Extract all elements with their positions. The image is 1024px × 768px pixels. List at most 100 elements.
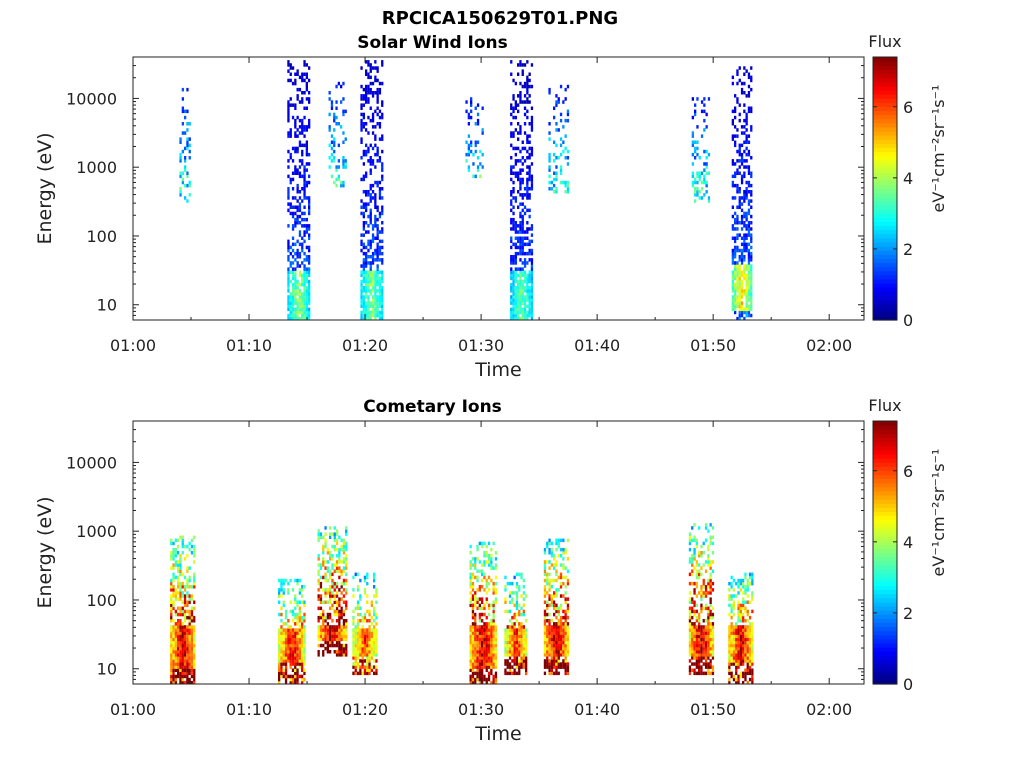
heatmap-cell [693, 523, 696, 527]
heatmap-cell [289, 313, 292, 318]
heatmap-cell [698, 631, 701, 635]
heatmap-cell [512, 78, 515, 83]
heatmap-cell [317, 538, 320, 543]
heatmap-cell [303, 650, 306, 654]
heatmap-cell [340, 634, 343, 638]
heatmap-cell [523, 100, 527, 104]
heatmap-cell [709, 600, 712, 604]
heatmap-cell [564, 640, 567, 645]
heatmap-cell [330, 100, 334, 104]
heatmap-cell [515, 637, 519, 642]
heatmap-cell [731, 270, 734, 274]
heatmap-cell [738, 248, 741, 253]
heatmap-cell [352, 631, 355, 635]
heatmap-cell [362, 122, 365, 126]
heatmap-cell [282, 588, 285, 592]
heatmap-cell [743, 193, 746, 197]
heatmap-cell [738, 171, 741, 175]
heatmap-cell [548, 159, 551, 163]
heatmap-cell [337, 165, 340, 169]
colorbar-step [873, 614, 897, 619]
heatmap-cell [548, 625, 551, 629]
heatmap-cell [363, 588, 367, 592]
heatmap-cell [476, 165, 480, 169]
heatmap-cell [296, 87, 299, 92]
heatmap-cell [494, 659, 498, 663]
heatmap-cell [371, 298, 375, 302]
heatmap-cell [375, 646, 378, 651]
heatmap-cell [530, 233, 534, 237]
heatmap-cell [737, 631, 740, 635]
heatmap-cell [170, 615, 173, 620]
heatmap-cell [476, 606, 479, 611]
heatmap-cell [737, 606, 740, 611]
heatmap-cell [335, 115, 338, 120]
heatmap-cell [562, 557, 565, 561]
heatmap-cell [174, 659, 177, 663]
heatmap-cell [282, 671, 285, 676]
heatmap-cell [548, 91, 551, 95]
heatmap-cell [298, 289, 302, 293]
heatmap-cell [734, 282, 737, 287]
heatmap-cell [528, 258, 531, 262]
heatmap-cell [369, 304, 372, 308]
heatmap-cell [513, 646, 516, 651]
heatmap-cell [698, 668, 701, 672]
heatmap-cell [179, 643, 182, 648]
heatmap-cell [734, 171, 737, 175]
colorbar-step [873, 159, 897, 165]
heatmap-cell [298, 190, 302, 194]
heatmap-cell [289, 298, 292, 302]
heatmap-cell [170, 609, 173, 614]
heatmap-cell [345, 619, 348, 623]
heatmap-cell [280, 659, 283, 663]
heatmap-cell [319, 581, 323, 586]
heatmap-cell [170, 650, 173, 654]
heatmap-cell [494, 650, 498, 654]
heatmap-cell [287, 591, 290, 595]
heatmap-cell [373, 634, 376, 638]
heatmap-cell [519, 180, 522, 185]
heatmap-cell [329, 575, 332, 580]
heatmap-cell [342, 637, 346, 642]
heatmap-cell [546, 640, 549, 645]
heatmap-cell [728, 668, 731, 672]
heatmap-cell [183, 619, 187, 623]
heatmap-cell [378, 125, 382, 129]
heatmap-cell [172, 588, 175, 592]
heatmap-cell [559, 650, 563, 654]
heatmap-cell [329, 591, 332, 595]
heatmap-cell [289, 634, 292, 638]
heatmap-cell [528, 187, 531, 191]
heatmap-cell [481, 656, 484, 660]
heatmap-cell [742, 659, 745, 663]
heatmap-cell [188, 650, 191, 654]
heatmap-cell [492, 603, 495, 608]
heatmap-cell [333, 563, 336, 567]
heatmap-cell [301, 75, 304, 80]
heatmap-cell [294, 267, 297, 271]
heatmap-cell [365, 143, 368, 148]
heatmap-cell [709, 609, 712, 614]
heatmap-cell [688, 619, 692, 623]
heatmap-cell [559, 646, 563, 651]
heatmap-cell [528, 270, 531, 274]
heatmap-cell [747, 279, 751, 284]
heatmap-cell [289, 677, 292, 682]
heatmap-cell [303, 643, 306, 648]
heatmap-cell [329, 594, 332, 598]
heatmap-cell [737, 578, 740, 583]
heatmap-cell [371, 146, 375, 151]
heatmap-cell [186, 665, 189, 669]
colorbar-step [873, 618, 897, 623]
heatmap-cell [742, 671, 745, 676]
colorbar-step [873, 139, 897, 144]
heatmap-cell [322, 643, 325, 648]
heatmap-cell [748, 646, 752, 651]
heatmap-cell [492, 619, 495, 623]
heatmap-cell [751, 662, 754, 666]
heatmap-cell [514, 261, 517, 265]
heatmap-cell [751, 575, 754, 580]
heatmap-cell [296, 146, 299, 151]
heatmap-cell [492, 615, 495, 620]
